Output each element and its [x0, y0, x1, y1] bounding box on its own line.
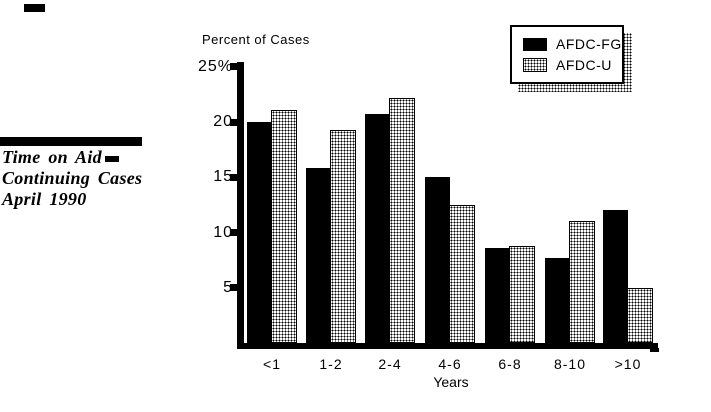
- y-tick-mark-10: [230, 229, 238, 236]
- x-tick-label-5: 8-10: [553, 356, 587, 372]
- legend-label-afdc-fg: AFDC-FG: [556, 36, 622, 52]
- bar-afdc-fg-1: [306, 168, 331, 343]
- title-line-1: Time on Aid: [2, 147, 142, 168]
- title-line-1-text: Time on Aid: [2, 147, 102, 167]
- y-tick-label-15: 15: [213, 168, 233, 185]
- legend-label-afdc-u: AFDC-U: [556, 57, 612, 73]
- y-axis-line: [237, 62, 244, 349]
- y-tick-label-5: 5: [223, 279, 233, 296]
- y-tick-mark-15: [230, 174, 238, 181]
- afdc-fg-swatch-icon: [523, 37, 547, 51]
- y-tick-mark-5: [230, 284, 238, 291]
- y-tick-label-20: 20: [213, 113, 233, 130]
- y-tick-mark-20: [230, 119, 238, 126]
- legend-item-afdc-fg: AFDC-FG: [523, 36, 622, 52]
- x-axis-title: Years: [433, 374, 469, 390]
- y-tick-label-10: 10: [213, 224, 233, 241]
- x-tick-label-1: 1-2: [319, 356, 343, 372]
- legend-item-afdc-u: AFDC-U: [523, 57, 622, 73]
- bar-afdc-u-0: [271, 110, 297, 343]
- x-tick-label-0: <1: [263, 356, 281, 372]
- afdc-u-swatch-icon: [523, 58, 547, 72]
- bar-afdc-fg-4: [485, 248, 510, 343]
- figure-title-block: Time on Aid Continuing Cases April 1990: [2, 147, 142, 210]
- x-axis-line: [237, 343, 658, 349]
- corner-mark: [24, 4, 45, 12]
- title-dash-icon: [104, 155, 119, 162]
- y-tick-label-25: 25%: [197, 58, 233, 75]
- y-axis-title: Percent of Cases: [202, 32, 310, 47]
- bar-afdc-u-2: [389, 98, 415, 343]
- y-tick-mark-25: [230, 63, 238, 70]
- x-tick-label-2: 2-4: [378, 356, 402, 372]
- bar-afdc-u-6: [627, 288, 653, 343]
- title-line-2: Continuing Cases: [2, 168, 143, 188]
- title-line-3: April 1990: [2, 189, 87, 209]
- bar-afdc-u-1: [330, 130, 356, 343]
- bar-afdc-fg-3: [425, 177, 450, 343]
- bar-afdc-fg-5: [545, 258, 570, 343]
- bar-afdc-u-3: [449, 205, 475, 343]
- x-tick-label-3: 4-6: [438, 356, 462, 372]
- legend: AFDC-FG AFDC-U: [510, 25, 624, 84]
- bar-afdc-u-4: [509, 246, 535, 343]
- bar-afdc-fg-2: [365, 114, 390, 343]
- bar-afdc-fg-6: [603, 210, 628, 343]
- x-tick-label-4: 6-8: [498, 356, 522, 372]
- x-axis-end-tick: [650, 348, 659, 352]
- bar-afdc-fg-0: [247, 122, 272, 343]
- bar-afdc-u-5: [569, 221, 595, 343]
- x-tick-label-6: >10: [614, 356, 642, 372]
- title-rule: [0, 137, 142, 146]
